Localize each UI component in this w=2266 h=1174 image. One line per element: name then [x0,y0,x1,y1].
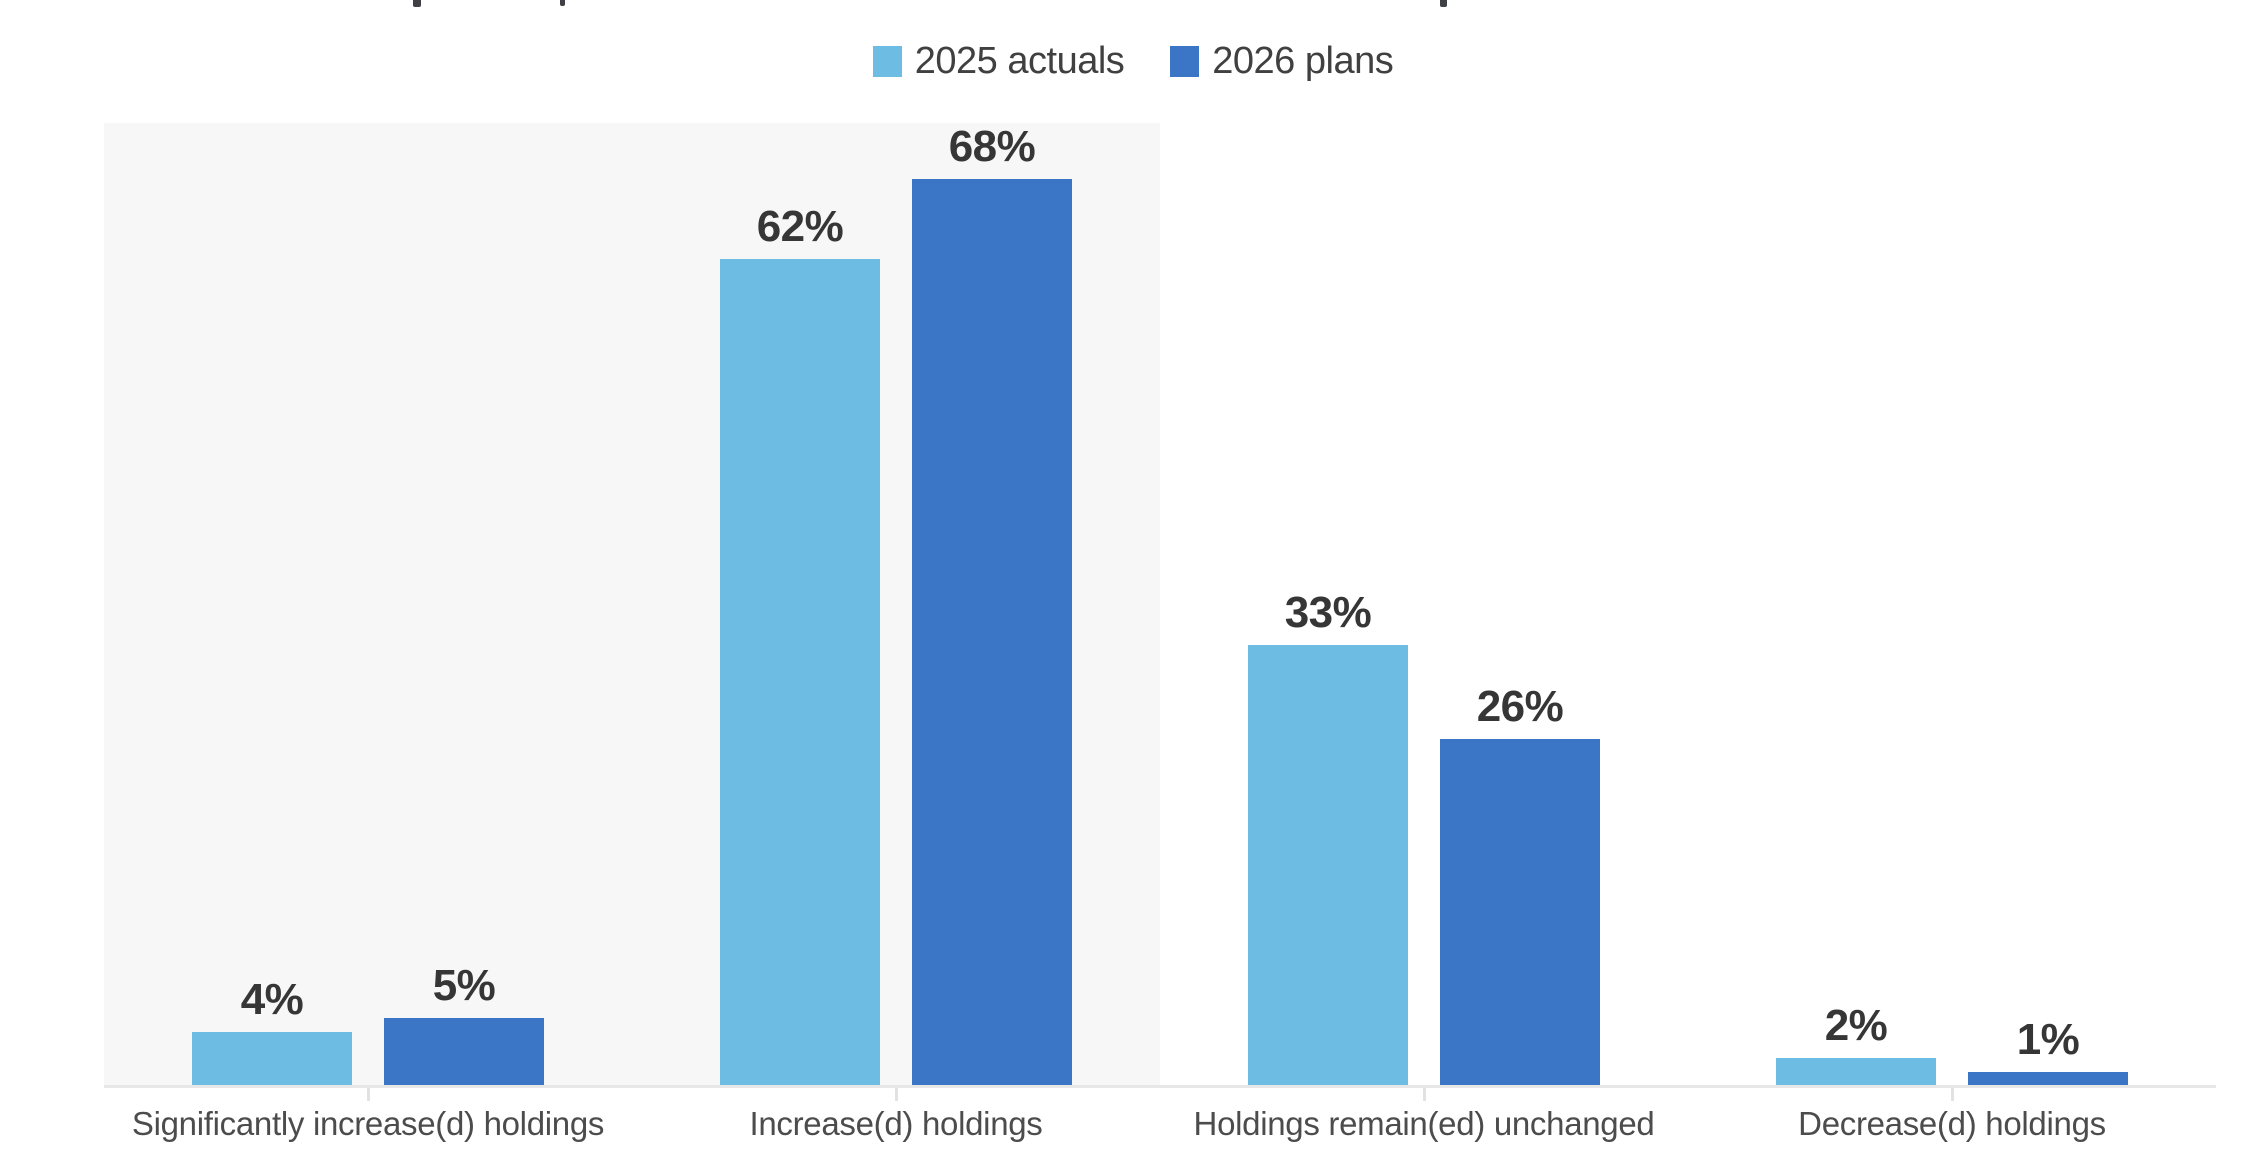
legend-item-2026-plans[interactable]: 2026 plans [1170,40,1394,82]
x-axis-tick [1951,1088,1954,1101]
bar-2025-actuals-increase-d-holdings[interactable] [720,259,880,1085]
legend-label: 2026 plans [1212,40,1394,82]
plot-area: 4% 5% 62% 68% 33% 26% 2% 1% [104,123,2216,1085]
category-label-holdings-remain-ed-unchanged: Holdings remain(ed) unchanged [1193,1105,1655,1142]
legend-label: 2025 actuals [914,40,1125,82]
bar-2026-plans-increase-d-holdings[interactable] [912,179,1072,1085]
category-label-increase-d-holdings: Increase(d) holdings [749,1105,1043,1142]
bar-wrap-2026-plans-decrease-d-holdings: 1% [1968,1018,2128,1085]
bar-groups: 4% 5% 62% 68% 33% 26% 2% 1% [104,123,2216,1085]
chart-legend: 2025 actuals 2026 plans [0,42,2266,80]
category-label-significantly-increase-d-holdings: Significantly increase(d) holdings [131,1105,605,1142]
bar-2026-plans-decrease-d-holdings[interactable] [1968,1072,2128,1085]
bar-2026-plans-significantly-increase-d-holdings[interactable] [384,1018,544,1085]
x-axis-tick [1423,1088,1426,1101]
value-label: 1% [2016,1015,2080,1064]
value-label: 5% [432,961,496,1010]
bar-wrap-2025-actuals-holdings-remain-ed-unchanged: 33% [1248,591,1408,1085]
x-axis-tick [367,1088,370,1101]
value-label: 62% [756,202,844,251]
bar-wrap-2026-plans-significantly-increase-d-holdings: 5% [384,964,544,1085]
bar-group-increase-d-holdings: 62% 68% [632,123,1160,1085]
value-label: 68% [948,122,1036,171]
x-axis-tick [895,1088,898,1101]
bar-2025-actuals-holdings-remain-ed-unchanged[interactable] [1248,645,1408,1085]
legend-swatch-icon [1170,45,1200,77]
bar-2025-actuals-decrease-d-holdings[interactable] [1776,1058,1936,1085]
bar-wrap-2025-actuals-significantly-increase-d-holdings: 4% [192,978,352,1085]
bar-wrap-2026-plans-increase-d-holdings: 68% [912,125,1072,1085]
legend-swatch-icon [872,45,902,77]
clipped-title-fragment [413,0,421,7]
value-label: 2% [1824,1001,1888,1050]
bar-group-holdings-remain-ed-unchanged: 33% 26% [1160,123,1688,1085]
bar-2025-actuals-significantly-increase-d-holdings[interactable] [192,1032,352,1085]
legend-item-2025-actuals[interactable]: 2025 actuals [872,40,1125,82]
value-label: 33% [1284,588,1372,637]
category-labels: Significantly increase(d) holdings Increa… [104,1104,2216,1144]
bar-group-significantly-increase-d-holdings: 4% 5% [104,123,632,1085]
bar-wrap-2025-actuals-increase-d-holdings: 62% [720,205,880,1085]
x-axis-line [104,1085,2216,1088]
value-label: 4% [240,975,304,1024]
bar-wrap-2025-actuals-decrease-d-holdings: 2% [1776,1004,1936,1085]
bar-wrap-2026-plans-holdings-remain-ed-unchanged: 26% [1440,685,1600,1085]
value-label: 26% [1476,682,1564,731]
category-label-decrease-d-holdings: Decrease(d) holdings [1798,1105,2106,1142]
clipped-title-fragment [560,0,565,6]
clipped-title-fragment [1440,0,1447,7]
bar-group-decrease-d-holdings: 2% 1% [1688,123,2216,1085]
bar-2026-plans-holdings-remain-ed-unchanged[interactable] [1440,739,1600,1085]
